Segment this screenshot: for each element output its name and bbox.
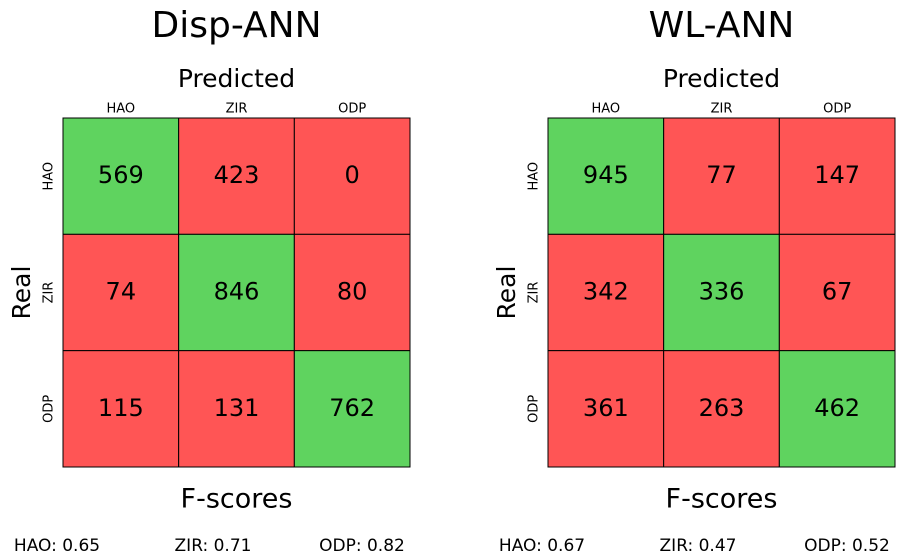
matrix-cell bbox=[178, 117, 295, 235]
y-tick-label: HAO bbox=[42, 162, 57, 191]
matrix-cell bbox=[62, 117, 180, 235]
footer-title: F-scores bbox=[666, 484, 778, 515]
f-score: ODP: 0.82 bbox=[319, 536, 405, 556]
matrix-cell bbox=[778, 233, 896, 352]
f-score: ZIR: 0.71 bbox=[175, 536, 252, 556]
cell-value: 462 bbox=[814, 394, 860, 422]
matrix-cell bbox=[663, 233, 780, 352]
f-score: ODP: 0.52 bbox=[804, 536, 890, 556]
matrix-cell bbox=[547, 117, 665, 235]
cell-value: 147 bbox=[814, 161, 860, 189]
matrix-cell bbox=[178, 233, 295, 352]
matrix-cell bbox=[62, 233, 180, 352]
cell-value: 361 bbox=[583, 394, 629, 422]
y-axis-label: Real bbox=[7, 266, 36, 320]
cell-value: 115 bbox=[98, 394, 144, 422]
cell-value: 74 bbox=[106, 278, 137, 306]
cell-value: 80 bbox=[337, 278, 368, 306]
x-tick-label: ZIR bbox=[226, 102, 248, 117]
cell-value: 342 bbox=[583, 278, 629, 306]
y-tick-label: ODP bbox=[42, 395, 57, 423]
chart-title: Disp-ANN bbox=[151, 5, 321, 46]
cell-value: 423 bbox=[214, 161, 260, 189]
matrix-cell bbox=[293, 350, 411, 468]
matrix-cell bbox=[178, 350, 295, 468]
matrix-cell bbox=[778, 117, 896, 235]
x-axis-label: Predicted bbox=[663, 64, 780, 93]
f-score: ZIR: 0.47 bbox=[660, 536, 737, 556]
x-tick-label: ODP bbox=[338, 102, 366, 117]
x-tick-label: HAO bbox=[591, 102, 620, 117]
matrix-cell bbox=[547, 350, 665, 468]
f-score: HAO: 0.65 bbox=[14, 536, 100, 556]
cell-value: 67 bbox=[822, 278, 853, 306]
y-tick-label: HAO bbox=[527, 162, 542, 191]
y-tick-label: ODP bbox=[527, 395, 542, 423]
matrix-cell bbox=[293, 233, 411, 352]
footer-title: F-scores bbox=[181, 484, 293, 515]
y-tick-label: ZIR bbox=[527, 282, 542, 304]
matrix-cell bbox=[62, 350, 180, 468]
f-score: HAO: 0.67 bbox=[499, 536, 585, 556]
x-axis-label: Predicted bbox=[178, 64, 295, 93]
y-axis-label: Real bbox=[492, 266, 521, 320]
cell-value: 336 bbox=[699, 278, 745, 306]
x-tick-label: ODP bbox=[823, 102, 851, 117]
x-tick-label: HAO bbox=[106, 102, 135, 117]
cell-value: 77 bbox=[706, 161, 737, 189]
cell-value: 131 bbox=[214, 394, 260, 422]
cell-value: 762 bbox=[329, 394, 375, 422]
cell-value: 263 bbox=[699, 394, 745, 422]
cell-value: 846 bbox=[214, 278, 260, 306]
cell-value: 569 bbox=[98, 161, 144, 189]
matrix-cell bbox=[663, 350, 780, 468]
cell-value: 945 bbox=[583, 161, 629, 189]
matrix-cell bbox=[547, 233, 665, 352]
x-tick-label: ZIR bbox=[711, 102, 733, 117]
matrix-cell bbox=[293, 117, 411, 235]
matrix-cell bbox=[778, 350, 896, 468]
chart-title: WL-ANN bbox=[649, 5, 795, 46]
y-tick-label: ZIR bbox=[42, 282, 57, 304]
cell-value: 0 bbox=[345, 161, 360, 189]
